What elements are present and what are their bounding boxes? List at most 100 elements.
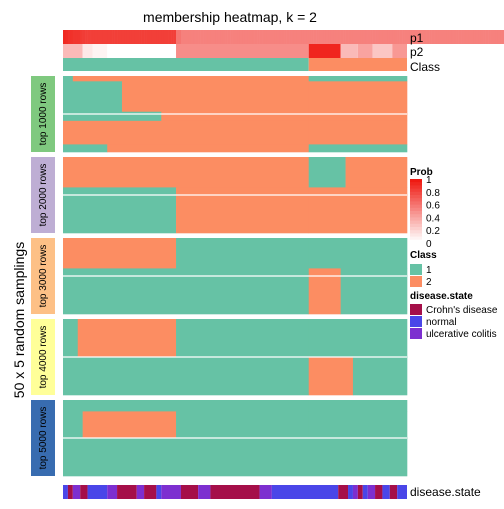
membership-cell bbox=[308, 111, 408, 122]
disease-legend-swatch bbox=[410, 316, 422, 327]
p1-cell bbox=[426, 30, 430, 44]
p1-cell bbox=[409, 30, 413, 44]
disease-cell bbox=[63, 485, 68, 499]
p1-cell bbox=[77, 30, 81, 44]
p1-cell bbox=[158, 30, 162, 44]
membership-cell bbox=[63, 144, 108, 153]
membership-cell bbox=[176, 411, 310, 439]
p1-cell bbox=[225, 30, 228, 44]
row-group-label: top 4000 rows bbox=[38, 326, 49, 389]
p2-cell bbox=[372, 44, 393, 58]
p1-cell bbox=[90, 30, 93, 44]
p1-cell bbox=[352, 30, 356, 44]
p1-cell bbox=[156, 30, 160, 44]
membership-cell bbox=[82, 411, 177, 439]
p1-cell bbox=[345, 30, 349, 44]
p1-cell bbox=[367, 30, 371, 44]
prob-gradient-step bbox=[410, 198, 422, 202]
p1-cell bbox=[259, 30, 263, 44]
p1-cell bbox=[144, 30, 147, 44]
p1-cell bbox=[254, 30, 258, 44]
p1-cell bbox=[168, 30, 172, 44]
p2-cell bbox=[357, 44, 373, 58]
p1-cell bbox=[119, 30, 123, 44]
p1-cell bbox=[443, 30, 447, 44]
disease-legend-label: normal bbox=[426, 317, 457, 328]
p1-cell bbox=[87, 30, 91, 44]
p1-cell bbox=[207, 30, 211, 44]
p1-cell bbox=[298, 30, 302, 44]
disease-state-bar bbox=[63, 485, 407, 499]
p1-cell bbox=[350, 30, 354, 44]
membership-cell bbox=[63, 187, 177, 234]
p1-cell bbox=[321, 30, 324, 44]
p1-cell bbox=[402, 30, 405, 44]
p1-cell bbox=[190, 30, 194, 44]
p1-cell bbox=[497, 30, 501, 44]
y-axis-label: 50 x 5 random samplings bbox=[11, 242, 27, 398]
disease-legend-label: Crohn's disease bbox=[426, 305, 498, 316]
p1-cell bbox=[463, 30, 467, 44]
membership-cell bbox=[308, 238, 408, 269]
p1-cell bbox=[473, 30, 477, 44]
membership-cell bbox=[308, 411, 408, 439]
disease-legend-swatch bbox=[410, 304, 422, 315]
prob-gradient-step bbox=[410, 239, 422, 244]
p1-cell bbox=[247, 30, 251, 44]
prob-gradient-step bbox=[410, 223, 422, 228]
membership-cell bbox=[176, 238, 310, 269]
p1-cell bbox=[173, 30, 177, 44]
p1-cell bbox=[360, 30, 364, 44]
p1-cell bbox=[235, 30, 238, 44]
class-label: Class bbox=[410, 60, 440, 74]
p1-cell bbox=[384, 30, 388, 44]
disease-cell bbox=[271, 485, 339, 499]
p1-cell bbox=[279, 30, 282, 44]
p1-cell bbox=[117, 30, 120, 44]
p1-cell bbox=[178, 30, 182, 44]
p1-cell bbox=[392, 30, 396, 44]
disease-cell bbox=[107, 485, 118, 499]
p1-cell bbox=[362, 30, 366, 44]
p1-cell bbox=[333, 30, 337, 44]
row-group: top 3000 rows bbox=[31, 238, 408, 315]
p1-cell bbox=[257, 30, 260, 44]
prob-gradient-step bbox=[410, 182, 422, 186]
p1-cell bbox=[227, 30, 231, 44]
p1-cell bbox=[85, 30, 88, 44]
p1-cell bbox=[114, 30, 118, 44]
p1-cell bbox=[126, 30, 130, 44]
p1-cell bbox=[414, 30, 418, 44]
membership-cell bbox=[308, 157, 346, 188]
p1-cell bbox=[461, 30, 464, 44]
p1-cell bbox=[311, 30, 314, 44]
p1-cell bbox=[281, 30, 285, 44]
disease-cell bbox=[389, 485, 398, 499]
p1-cell bbox=[264, 30, 268, 44]
class-legend-swatch bbox=[410, 264, 422, 275]
p1-cell bbox=[131, 30, 135, 44]
prob-tick-label: 1 bbox=[426, 175, 432, 186]
p1-cell bbox=[355, 30, 359, 44]
p1-cell bbox=[249, 30, 253, 44]
prob-gradient-step bbox=[410, 188, 422, 193]
p1-cell bbox=[237, 30, 241, 44]
p1-cell bbox=[70, 30, 74, 44]
disease-cell bbox=[348, 485, 353, 499]
class-legend-label: 1 bbox=[426, 265, 432, 276]
p1-cell bbox=[67, 30, 71, 44]
row-group-label: top 2000 rows bbox=[38, 164, 49, 227]
p1-cell bbox=[193, 30, 196, 44]
p1-cell bbox=[431, 30, 435, 44]
p2-cell bbox=[340, 44, 358, 58]
membership-cell bbox=[107, 144, 310, 153]
p1-cell bbox=[239, 30, 243, 44]
p1-cell bbox=[436, 30, 440, 44]
p1-cell bbox=[446, 30, 450, 44]
disease-cell bbox=[180, 485, 199, 499]
p1-cell bbox=[107, 30, 110, 44]
p1-cell bbox=[109, 30, 113, 44]
prob-gradient-step bbox=[410, 211, 422, 215]
p1-cell bbox=[335, 30, 339, 44]
disease-cell bbox=[375, 485, 383, 499]
